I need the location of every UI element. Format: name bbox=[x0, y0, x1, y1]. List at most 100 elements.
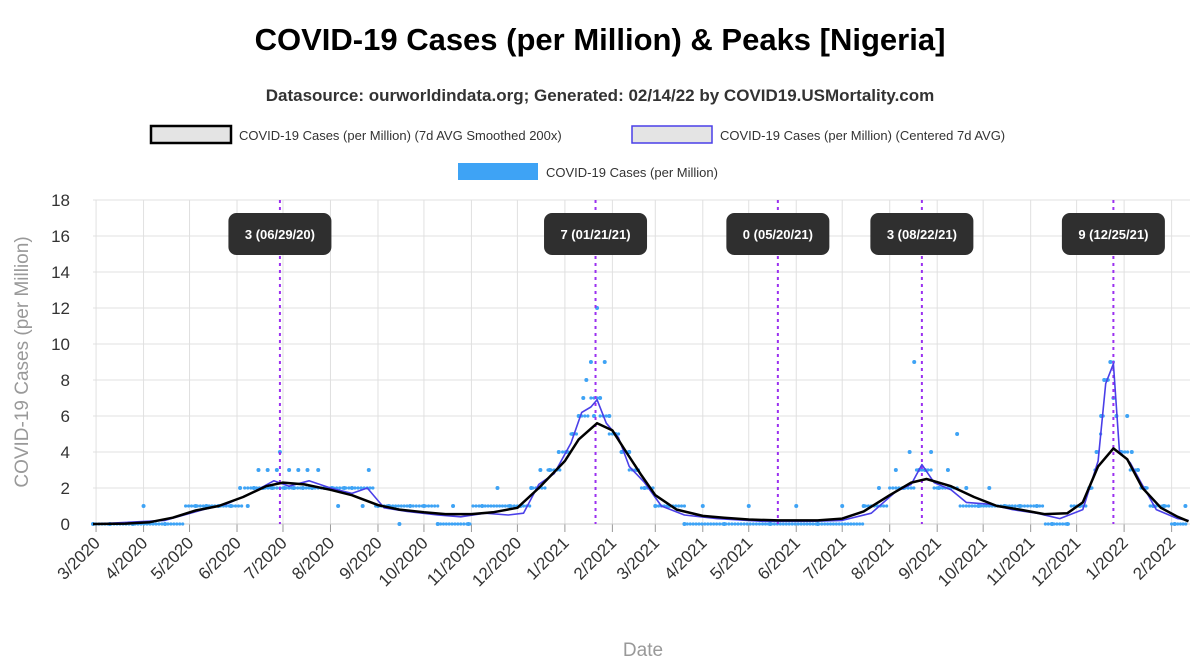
daily-point bbox=[1049, 522, 1053, 526]
daily-point bbox=[589, 396, 593, 400]
daily-point bbox=[341, 486, 345, 490]
daily-point bbox=[588, 360, 593, 364]
daily-point bbox=[834, 522, 838, 526]
daily-point bbox=[287, 486, 291, 490]
daily-point bbox=[876, 486, 881, 490]
x-axis: 3/20204/20205/20206/20207/20208/20209/20… bbox=[54, 523, 1190, 590]
daily-point bbox=[598, 396, 603, 400]
daily-point bbox=[1170, 522, 1174, 526]
daily-point bbox=[399, 504, 403, 508]
daily-point bbox=[368, 486, 372, 490]
daily-point bbox=[1040, 504, 1045, 508]
daily-point bbox=[151, 522, 155, 526]
daily-point bbox=[287, 468, 292, 472]
daily-point bbox=[249, 486, 253, 490]
daily-point bbox=[1090, 486, 1094, 490]
daily-point bbox=[175, 522, 179, 526]
daily-point bbox=[254, 486, 259, 490]
daily-point bbox=[344, 486, 348, 490]
daily-point bbox=[543, 486, 547, 490]
daily-point bbox=[549, 468, 553, 472]
daily-point bbox=[1019, 504, 1024, 508]
legend-swatch bbox=[631, 125, 713, 144]
daily-point bbox=[558, 468, 562, 472]
daily-point bbox=[538, 468, 543, 472]
peak-lines bbox=[278, 200, 1115, 524]
peak-label: 7 (01/21/21) bbox=[544, 213, 648, 255]
daily-point bbox=[685, 522, 689, 526]
daily-point bbox=[679, 504, 684, 508]
daily-point bbox=[304, 486, 308, 490]
daily-point bbox=[184, 504, 188, 508]
daily-point bbox=[697, 522, 701, 526]
daily-point bbox=[598, 414, 602, 418]
daily-point bbox=[192, 504, 197, 508]
daily-point bbox=[745, 522, 749, 526]
daily-point bbox=[932, 486, 936, 490]
x-tick-label: 8/2020 bbox=[288, 533, 338, 583]
daily-point bbox=[240, 504, 244, 508]
daily-point bbox=[462, 522, 466, 526]
daily-point bbox=[840, 504, 845, 508]
daily-point bbox=[746, 504, 751, 508]
daily-point bbox=[366, 468, 371, 472]
daily-point bbox=[141, 504, 146, 508]
smoothed-series-line bbox=[92, 421, 1189, 526]
daily-point bbox=[808, 522, 812, 526]
daily-point bbox=[811, 522, 815, 526]
daily-point bbox=[227, 504, 231, 508]
peak-label-text: 9 (12/25/21) bbox=[1078, 227, 1148, 242]
daily-point bbox=[336, 504, 341, 508]
centered-series-line bbox=[92, 363, 1189, 525]
daily-point bbox=[778, 522, 782, 526]
daily-point bbox=[979, 504, 983, 508]
daily-point bbox=[987, 486, 992, 490]
daily-point bbox=[316, 468, 321, 472]
x-tick-label: 12/2020 bbox=[468, 533, 525, 590]
daily-point bbox=[480, 504, 484, 508]
daily-point bbox=[823, 522, 827, 526]
x-tick-label: 3/2021 bbox=[613, 533, 663, 583]
daily-point bbox=[721, 522, 725, 526]
daily-point bbox=[784, 522, 788, 526]
daily-point bbox=[1063, 522, 1068, 526]
x-tick-label: 10/2021 bbox=[934, 533, 991, 590]
daily-point bbox=[497, 504, 502, 508]
legend-label: COVID-19 Cases (per Million) (Centered 7… bbox=[720, 128, 1005, 143]
daily-point bbox=[1148, 504, 1152, 508]
daily-point bbox=[265, 468, 270, 472]
daily-point bbox=[509, 504, 513, 508]
daily-point bbox=[885, 504, 889, 508]
daily-point bbox=[855, 522, 859, 526]
daily-point bbox=[1029, 504, 1033, 508]
chart-subtitle: Datasource: ourworldindata.org; Generate… bbox=[265, 86, 935, 105]
daily-point bbox=[607, 432, 611, 436]
daily-point bbox=[450, 522, 454, 526]
daily-point bbox=[1145, 486, 1149, 490]
daily-point bbox=[495, 486, 500, 490]
daily-point bbox=[700, 522, 704, 526]
daily-point bbox=[739, 522, 743, 526]
daily-point bbox=[926, 468, 930, 472]
daily-point bbox=[1066, 522, 1070, 526]
daily-point bbox=[531, 486, 535, 490]
daily-point bbox=[477, 504, 481, 508]
daily-point bbox=[907, 450, 912, 454]
daily-point bbox=[642, 486, 647, 490]
daily-point bbox=[682, 522, 687, 526]
daily-point bbox=[1176, 522, 1180, 526]
daily-point bbox=[350, 486, 354, 490]
x-tick-label: 4/2020 bbox=[101, 533, 151, 583]
daily-point bbox=[1032, 504, 1036, 508]
y-tick-label: 2 bbox=[61, 479, 70, 498]
daily-point bbox=[964, 486, 969, 490]
daily-point bbox=[435, 522, 440, 526]
daily-point bbox=[881, 504, 886, 508]
daily-point bbox=[1016, 504, 1021, 508]
daily-point bbox=[858, 522, 862, 526]
daily-point bbox=[805, 522, 809, 526]
peak-label: 3 (06/29/20) bbox=[228, 213, 332, 255]
y-tick-label: 6 bbox=[61, 407, 70, 426]
daily-point bbox=[459, 522, 463, 526]
daily-point bbox=[607, 414, 612, 418]
